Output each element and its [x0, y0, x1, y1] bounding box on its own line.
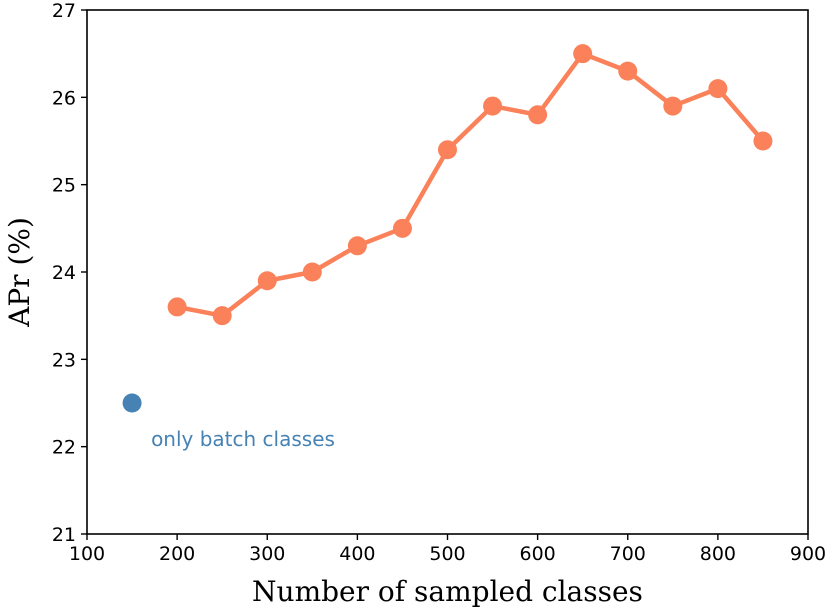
data-point: [392, 218, 412, 238]
data-point: [167, 297, 187, 317]
y-tick-label: 26: [52, 87, 76, 109]
y-tick-label: 21: [52, 524, 76, 546]
x-tick-label: 900: [790, 543, 826, 565]
y-tick-label: 23: [52, 349, 76, 371]
data-point: [618, 61, 638, 81]
x-tick-label: 600: [519, 543, 555, 565]
data-point: [573, 44, 593, 64]
y-tick-label: 25: [52, 175, 76, 197]
points-layer: [122, 44, 773, 413]
baseline-annotation: only batch classes: [151, 427, 335, 451]
data-point: [663, 96, 683, 116]
data-point: [212, 306, 232, 326]
data-point: [528, 105, 548, 125]
data-point: [302, 262, 322, 282]
x-tick-label: 300: [249, 543, 285, 565]
data-point: [257, 271, 277, 291]
data-point: [483, 96, 503, 116]
y-tick-label: 24: [52, 262, 76, 284]
baseline-point: [122, 393, 142, 413]
x-tick-label: 500: [429, 543, 465, 565]
data-point: [708, 79, 728, 99]
y-tick-label: 22: [52, 437, 76, 459]
x-tick-label: 800: [700, 543, 736, 565]
data-point: [438, 140, 457, 160]
data-point: [347, 236, 367, 256]
ticks-layer: 100 200 300 400 500 600 700 800 900 21 22 23 24 25 26 2…: [52, 0, 826, 565]
x-tick-label: 100: [69, 543, 105, 565]
data-point: [753, 131, 773, 151]
x-tick-label: 400: [339, 543, 375, 565]
x-tick-label: 700: [610, 543, 646, 565]
x-tick-label: 200: [159, 543, 195, 565]
x-axis-title: Number of sampled classes: [252, 575, 643, 608]
y-tick-label: 27: [52, 0, 76, 22]
y-axis-title: APr (%): [3, 217, 36, 328]
plot-frame: [86, 9, 809, 535]
